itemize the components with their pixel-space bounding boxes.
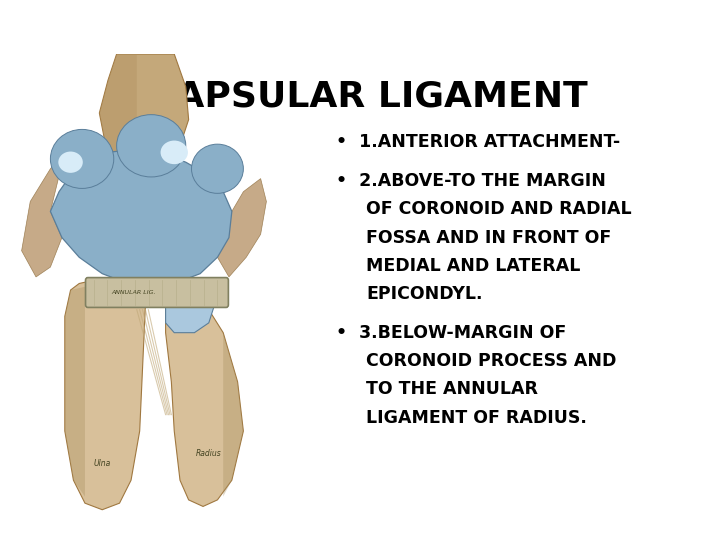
Polygon shape [166, 300, 243, 507]
Text: •  3.BELOW-MARGIN OF: • 3.BELOW-MARGIN OF [336, 324, 566, 342]
Text: LIGAMENT OF RADIUS.: LIGAMENT OF RADIUS. [366, 409, 587, 427]
Polygon shape [50, 149, 232, 287]
Polygon shape [209, 310, 243, 497]
Text: OF CORONOID AND RADIAL: OF CORONOID AND RADIAL [366, 200, 632, 218]
Text: TO THE ANNULAR: TO THE ANNULAR [366, 380, 539, 399]
Polygon shape [65, 287, 85, 497]
Text: EPICONDYL.: EPICONDYL. [366, 285, 482, 303]
Text: CORONOID PROCESS AND: CORONOID PROCESS AND [366, 352, 616, 370]
Text: FOSSA AND IN FRONT OF: FOSSA AND IN FRONT OF [366, 228, 611, 247]
Text: •  1.ANTERIOR ATTACHMENT-: • 1.ANTERIOR ATTACHMENT- [336, 133, 620, 151]
Polygon shape [65, 280, 145, 510]
Ellipse shape [117, 114, 186, 177]
Ellipse shape [58, 152, 83, 173]
Text: CAPSULAR LIGAMENT: CAPSULAR LIGAMENT [150, 79, 588, 113]
Ellipse shape [192, 144, 243, 193]
Text: Ulna: Ulna [94, 460, 111, 468]
Polygon shape [22, 152, 65, 277]
Text: ANNULAR LIG.: ANNULAR LIG. [112, 290, 156, 295]
Ellipse shape [50, 130, 114, 188]
Polygon shape [99, 54, 137, 165]
Text: MEDIAL AND LATERAL: MEDIAL AND LATERAL [366, 257, 580, 275]
Ellipse shape [161, 140, 188, 164]
Polygon shape [166, 300, 215, 333]
Polygon shape [217, 179, 266, 277]
Polygon shape [99, 54, 189, 168]
Text: Radius: Radius [196, 449, 222, 458]
Text: •  2.ABOVE-TO THE MARGIN: • 2.ABOVE-TO THE MARGIN [336, 172, 606, 190]
FancyBboxPatch shape [86, 278, 228, 307]
